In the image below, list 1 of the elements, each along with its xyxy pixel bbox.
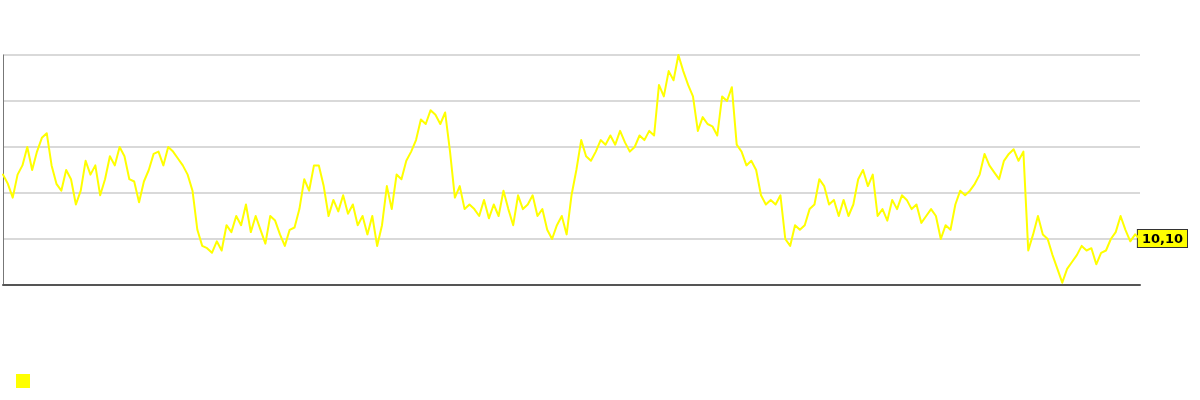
text: 10,10	[1141, 231, 1183, 246]
